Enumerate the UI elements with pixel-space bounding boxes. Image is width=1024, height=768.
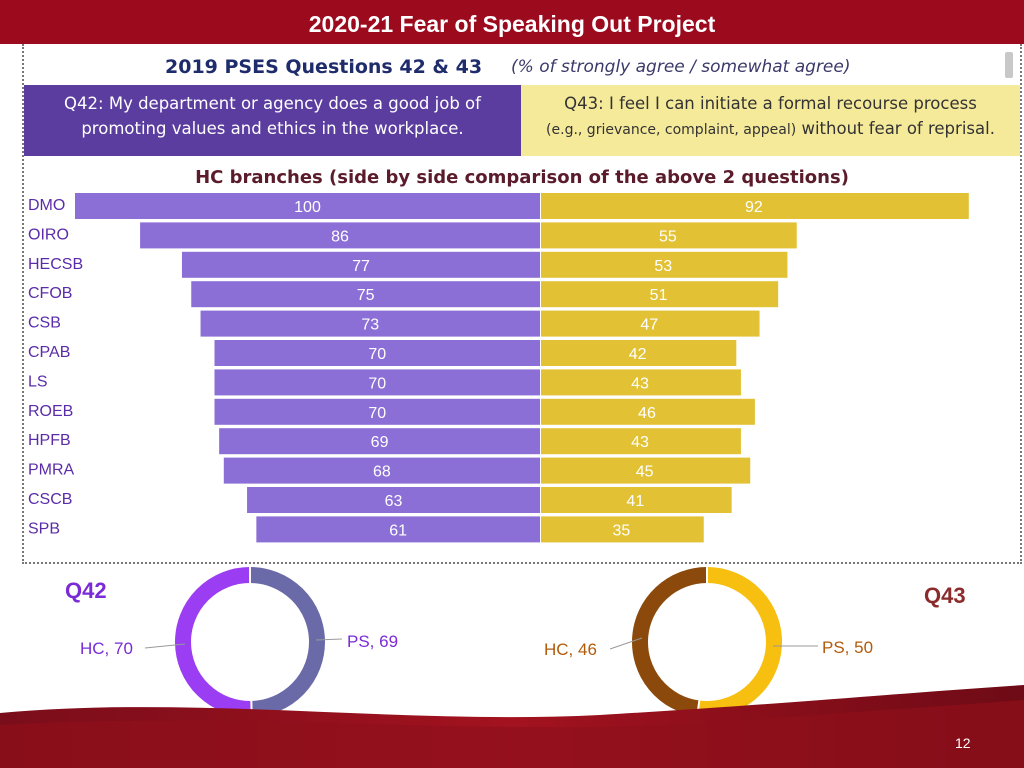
bar-q42-hpfb xyxy=(219,428,540,455)
value-label-q42-pmra: 68 xyxy=(373,464,391,481)
scrollbar-thumb[interactable] xyxy=(1005,52,1013,78)
bar-q43-dmo xyxy=(541,193,969,219)
q43-hc-label: HC, 46 xyxy=(544,640,597,659)
value-label-q43-csb: 47 xyxy=(640,317,658,334)
value-label-q42-cscb: 63 xyxy=(385,493,403,510)
q43-line2-small: (e.g., grievance, complaint, appeal) xyxy=(546,122,797,138)
bar-q42-csb xyxy=(200,310,541,337)
value-label-q43-dmo: 92 xyxy=(745,199,763,216)
bar-q43-hpfb xyxy=(541,428,741,455)
value-label-q43-oiro: 55 xyxy=(659,228,677,245)
value-label-q42-csb: 73 xyxy=(361,317,379,334)
category-label-cpab: CPAB xyxy=(28,344,70,361)
category-label-oiro: OIRO xyxy=(28,226,69,243)
q43-donut-leader-line xyxy=(609,637,643,650)
q43-ps-label: PS, 50 xyxy=(822,638,874,657)
category-label-csb: CSB xyxy=(28,315,61,332)
bar-q42-dmo xyxy=(75,193,540,219)
value-label-q42-ls: 70 xyxy=(368,375,386,392)
bar-q42-cpab xyxy=(214,340,540,366)
category-label-hecsb: HECSB xyxy=(28,256,83,273)
bar-q43-csb xyxy=(541,310,760,337)
bar-q42-pmra xyxy=(223,457,541,484)
category-label-cfob: CFOB xyxy=(28,285,72,302)
value-label-q42-oiro: 86 xyxy=(331,228,349,245)
bar-q42-hecsb xyxy=(181,251,540,278)
value-label-q43-pmra: 45 xyxy=(636,464,654,481)
q42-donut-slice-hc xyxy=(175,567,252,717)
bar-q42-cscb xyxy=(247,487,541,513)
bar-q43-oiro xyxy=(541,222,797,249)
chart-header: 2019 PSES Questions 42 & 43 xyxy=(165,56,483,78)
category-label-hpfb: HPFB xyxy=(28,432,71,449)
q43-line1: Q43: I feel I can initiate a formal reco… xyxy=(564,94,977,113)
bar-q42-oiro xyxy=(140,222,540,249)
bar-q42-roeb xyxy=(214,398,540,425)
value-label-q43-roeb: 46 xyxy=(638,405,656,422)
bar-q42-cfob xyxy=(191,281,540,308)
value-label-q42-cfob: 75 xyxy=(357,287,375,304)
bar-q43-ls xyxy=(541,369,741,396)
q42-donut-title: Q42 xyxy=(65,578,107,603)
category-label-pmra: PMRA xyxy=(28,462,75,479)
q43-donut-title: Q43 xyxy=(924,583,966,608)
q43-donut-slice-hc xyxy=(632,567,708,717)
slide-title: 2020-21 Fear of Speaking Out Project xyxy=(308,11,716,37)
bar-q43-roeb xyxy=(541,398,755,425)
chart-header-sub: (% of strongly agree / somewhat agree) xyxy=(511,57,851,77)
q42-ps-label: PS, 69 xyxy=(347,632,399,651)
value-label-q43-cscb: 41 xyxy=(626,493,644,510)
bar-q43-hecsb xyxy=(541,251,788,278)
q43-question-box: Q43: I feel I can initiate a formal reco… xyxy=(521,85,1020,156)
q42-donut-slice-ps xyxy=(249,567,325,717)
bar-q43-cfob xyxy=(541,281,779,308)
category-label-dmo: DMO xyxy=(28,197,65,214)
bar-q43-spb xyxy=(541,516,704,543)
value-label-q42-hpfb: 69 xyxy=(371,434,389,451)
value-label-q43-spb: 35 xyxy=(612,522,630,539)
category-label-cscb: CSCB xyxy=(28,491,72,508)
bar-q42-ls xyxy=(214,369,540,396)
bar-chart-title: HC branches (side by side comparison of … xyxy=(195,167,849,188)
q42-donut-leader-line xyxy=(315,638,343,641)
value-label-q43-cpab: 42 xyxy=(629,346,647,363)
q42-donut-leader-line xyxy=(144,643,186,649)
slide-title-bar: 2020-21 Fear of Speaking Out Project xyxy=(0,0,1024,44)
q42-question-box: Q42: My department or agency does a good… xyxy=(24,85,521,156)
bar-q42-spb xyxy=(256,516,540,543)
value-label-q42-cpab: 70 xyxy=(368,346,386,363)
value-label-q43-hpfb: 43 xyxy=(631,434,649,451)
value-label-q42-hecsb: 77 xyxy=(352,258,370,275)
category-label-spb: SPB xyxy=(28,520,60,537)
value-label-q43-cfob: 51 xyxy=(650,287,668,304)
embedded-chart-panel xyxy=(22,44,1022,564)
bar-q43-pmra xyxy=(541,457,751,484)
value-label-q43-hecsb: 53 xyxy=(654,258,672,275)
bar-q43-cpab xyxy=(541,340,737,366)
category-label-roeb: ROEB xyxy=(28,403,73,420)
value-label-q42-roeb: 70 xyxy=(368,405,386,422)
q43-line2: (e.g., grievance, complaint, appeal) wit… xyxy=(521,116,1020,143)
value-label-q42-spb: 61 xyxy=(389,522,407,539)
page-number: 12 xyxy=(955,735,971,751)
q42-line1: Q42: My department or agency does a good… xyxy=(64,94,481,113)
q43-line2-rest: without fear of reprisal. xyxy=(796,119,995,138)
footer-decoration xyxy=(0,685,1024,768)
bar-q43-cscb xyxy=(541,487,732,513)
category-label-ls: LS xyxy=(28,373,48,390)
value-label-q42-dmo: 100 xyxy=(294,199,321,216)
value-label-q43-ls: 43 xyxy=(631,375,649,392)
q42-line2: promoting values and ethics in the workp… xyxy=(81,119,464,138)
q42-hc-label: HC, 70 xyxy=(80,639,133,658)
